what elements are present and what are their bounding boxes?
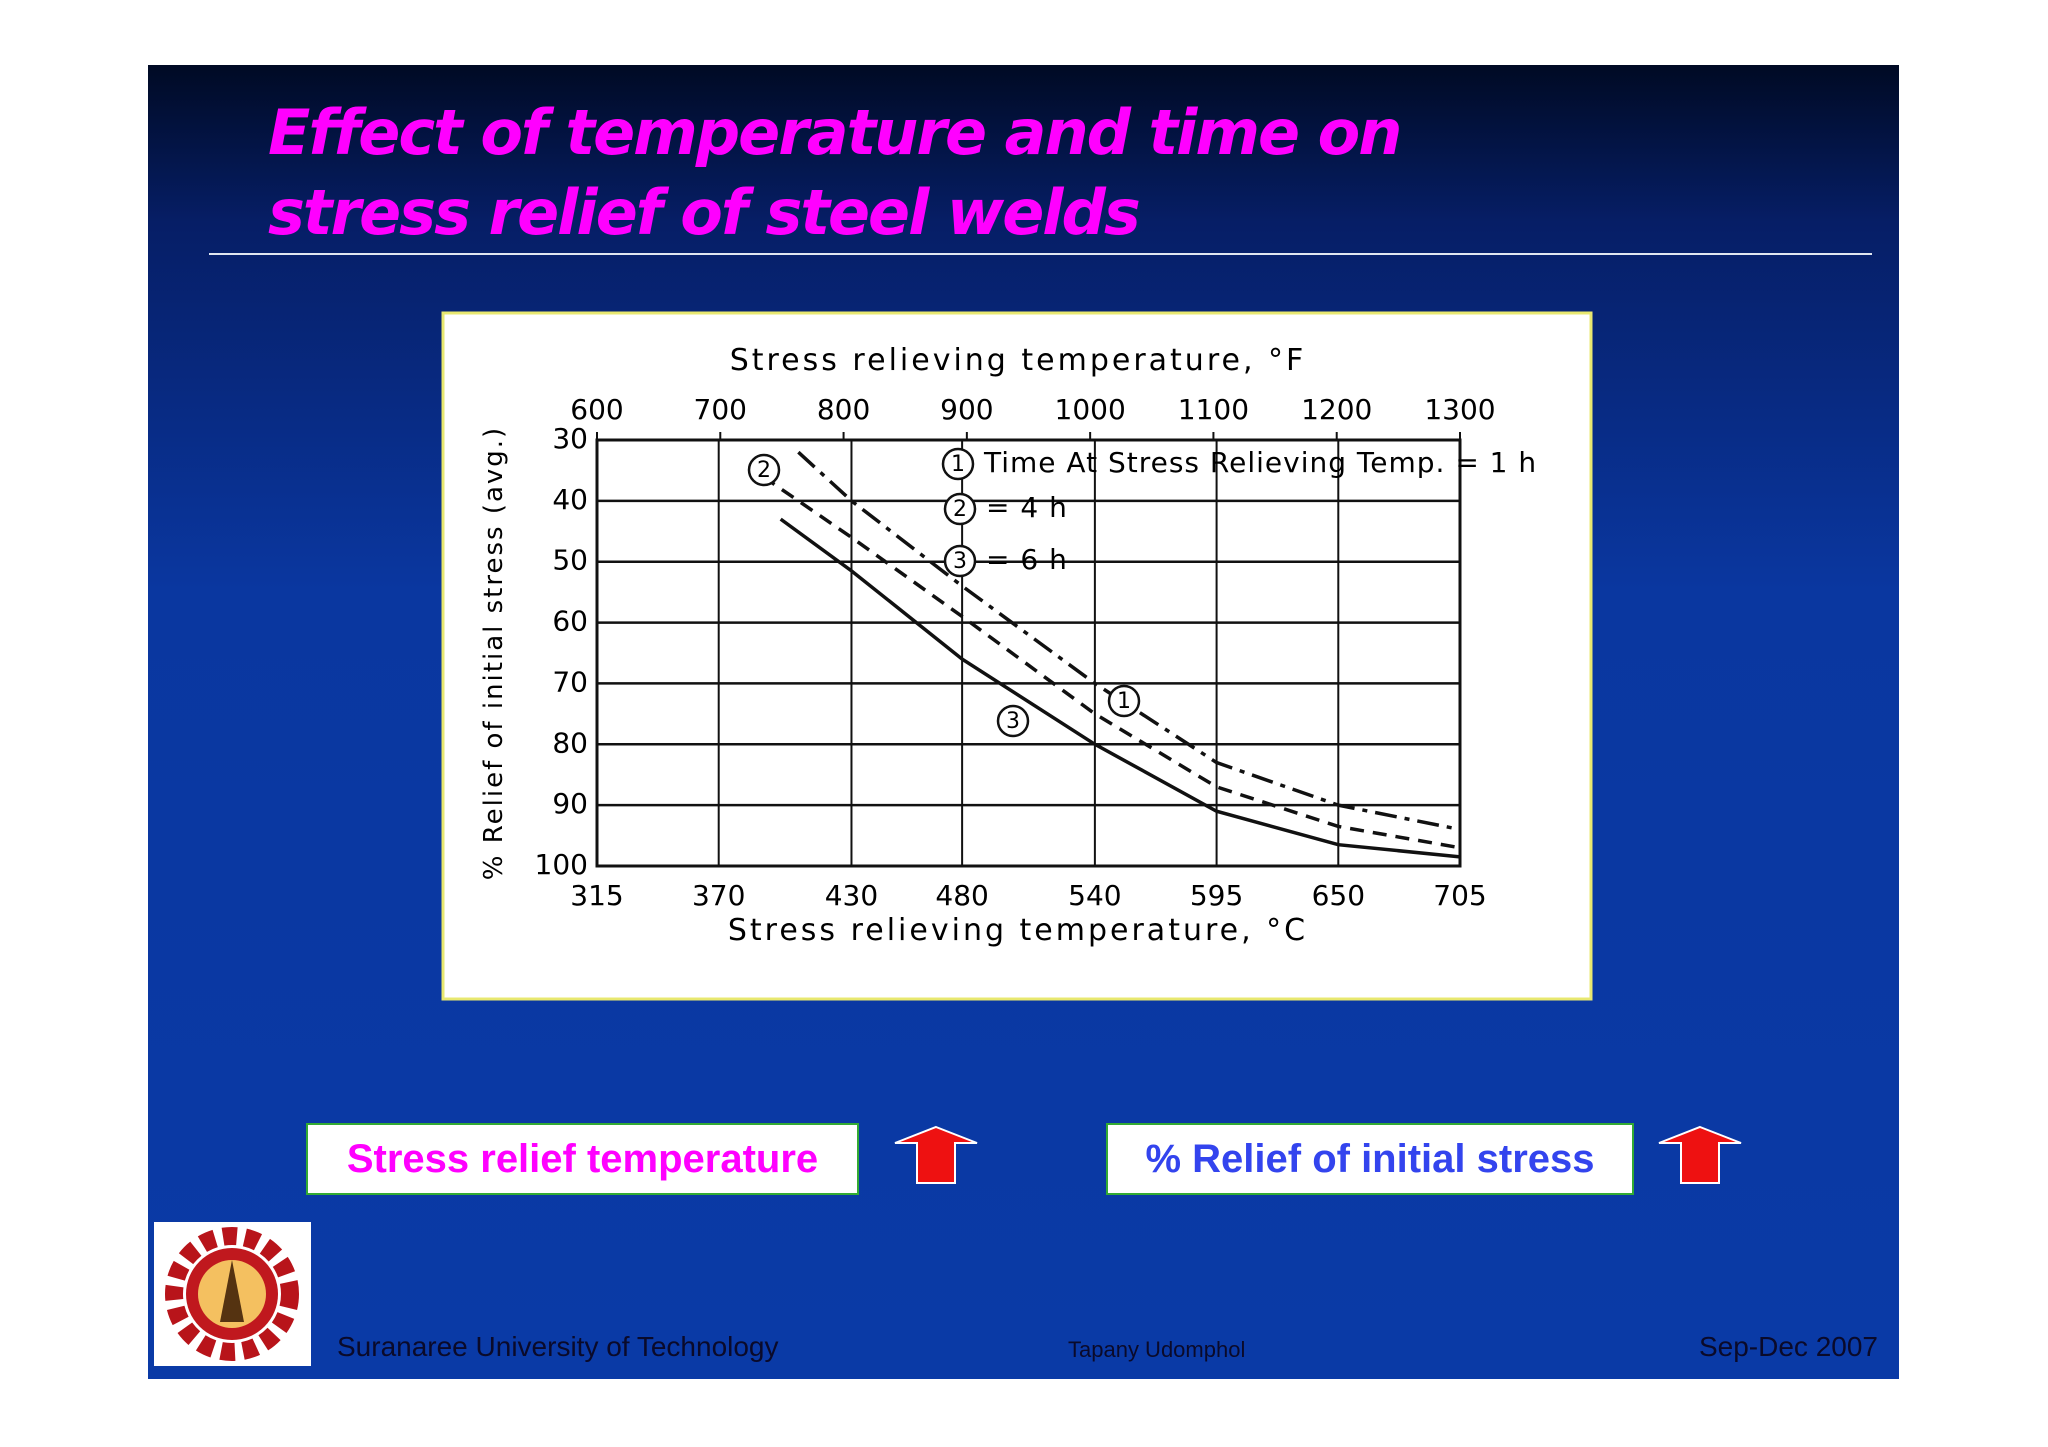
label-box: Stress relief temperature <box>306 1123 859 1195</box>
x-tick-label: 595 <box>1190 879 1243 912</box>
label-text: % Relief of initial stress <box>1145 1136 1595 1181</box>
series-line <box>779 517 1461 859</box>
x-tick-label: 315 <box>570 879 623 912</box>
title-line: stress relief of steel welds <box>268 176 1141 249</box>
x-tick-label: 540 <box>1068 879 1121 912</box>
legend-id: 3 <box>953 549 967 574</box>
series-line <box>797 450 1461 832</box>
slide-title: Effect of temperature and time on stress… <box>268 93 1402 253</box>
x2-tick-label: 1300 <box>1424 393 1495 426</box>
label-box: % Relief of initial stress <box>1106 1123 1634 1195</box>
footer-left: Suranaree University of Technology <box>337 1331 779 1362</box>
curve-tag: 3 <box>1006 709 1020 734</box>
legend-id: 2 <box>953 497 967 522</box>
y-tick-label: 100 <box>535 848 588 881</box>
series-line <box>761 475 1461 850</box>
x2-tick-label: 900 <box>940 393 993 426</box>
curve-tag: 1 <box>1117 689 1131 714</box>
x2-tick-label: 700 <box>694 393 747 426</box>
x-tick-label: 430 <box>825 879 878 912</box>
x-tick-label: 480 <box>935 879 988 912</box>
x-tick-label: 370 <box>692 879 745 912</box>
divider <box>209 253 1872 255</box>
legend-text: Time At Stress Relieving Temp. = 1 h <box>983 446 1537 479</box>
x-tick-label: 705 <box>1433 879 1486 912</box>
x2-axis-label: Stress relieving temperature, °F <box>730 343 1307 378</box>
y-tick-label: 30 <box>552 422 588 455</box>
curve-tag-circle <box>996 704 1030 738</box>
x2-tick-label: 600 <box>570 393 623 426</box>
y-tick-label: 90 <box>552 787 588 820</box>
y-tick-label: 80 <box>552 726 588 759</box>
x2-tick-label: 1000 <box>1055 393 1126 426</box>
up-arrow <box>1658 1125 1742 1184</box>
logo <box>154 1222 311 1366</box>
y-tick-label: 50 <box>552 544 588 577</box>
legend-text: = 4 h <box>986 491 1068 524</box>
y-tick-label: 60 <box>552 605 588 638</box>
curve-tag-circle <box>1107 684 1141 718</box>
x2-tick-label: 800 <box>817 393 870 426</box>
legend-circle <box>943 492 977 526</box>
legend-text: = 6 h <box>986 543 1068 576</box>
footer-right: Sep-Dec 2007 <box>1698 1331 1878 1362</box>
legend-id: 1 <box>951 452 965 477</box>
y-tick-label: 40 <box>552 483 588 516</box>
y-axis-label: % Relief of initial stress (avg.) <box>479 426 509 880</box>
up-arrow <box>894 1125 978 1184</box>
legend-circle <box>941 447 975 481</box>
x2-tick-label: 1200 <box>1301 393 1372 426</box>
curve-tag: 2 <box>757 458 771 483</box>
footer-center: Tapany Udomphol <box>1068 1337 1246 1362</box>
x2-tick-label: 1100 <box>1178 393 1249 426</box>
curve-tag-circle <box>747 453 781 487</box>
slide: Effect of temperature and time on stress… <box>148 65 1899 1379</box>
legend-circle <box>943 544 977 578</box>
x-tick-label: 650 <box>1312 879 1365 912</box>
label-text: Stress relief temperature <box>346 1136 819 1181</box>
title-line: Effect of temperature and time on <box>268 96 1402 169</box>
x-axis-label: Stress relieving temperature, °C <box>728 913 1308 948</box>
plot-frame <box>595 438 1462 868</box>
y-tick-label: 70 <box>552 665 588 698</box>
